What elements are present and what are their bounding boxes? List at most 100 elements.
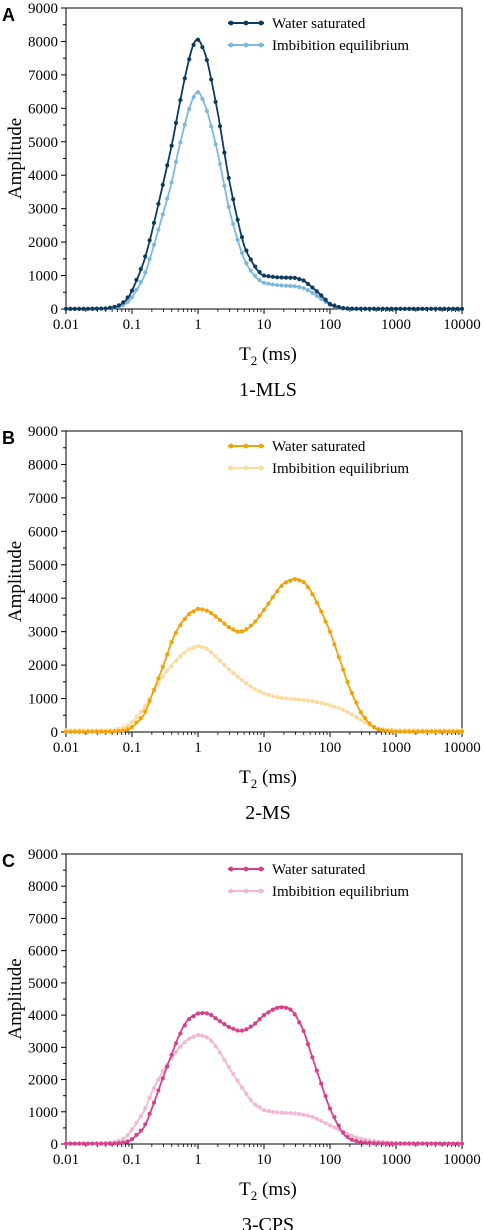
data-point: [345, 1134, 350, 1140]
data-point: [235, 1028, 240, 1033]
legend-item: Water saturated: [228, 16, 366, 32]
data-point: [411, 729, 416, 734]
data-point: [217, 1019, 223, 1024]
data-point: [305, 1042, 311, 1047]
data-point: [310, 1114, 315, 1120]
data-point: [178, 1031, 183, 1036]
data-point: [420, 1141, 425, 1146]
legend-swatch-marker: [258, 20, 264, 26]
data-point: [253, 619, 258, 624]
y-tick-label: 9000: [28, 847, 58, 863]
data-point: [178, 654, 183, 659]
data-point: [310, 592, 315, 597]
data-point: [327, 1106, 333, 1111]
data-point: [310, 1055, 315, 1060]
data-point: [275, 695, 280, 700]
data-point: [275, 589, 280, 594]
panel-caption: 2-MS: [245, 802, 291, 824]
legend-swatch-marker: [243, 42, 249, 48]
data-point: [279, 1110, 284, 1115]
x-axis-label-subscript: 2: [251, 1188, 258, 1203]
data-point: [248, 1024, 253, 1029]
data-point: [257, 689, 262, 694]
data-point: [332, 303, 337, 308]
data-point: [297, 1111, 302, 1117]
x-tick-label: 100: [319, 740, 342, 756]
data-point: [415, 729, 421, 734]
y-tick-label: 2000: [28, 1073, 58, 1089]
x-tick-label: 100: [319, 1152, 342, 1168]
data-point: [160, 182, 165, 187]
data-point: [433, 1141, 438, 1146]
data-point: [244, 1027, 249, 1032]
data-point: [244, 248, 249, 253]
data-point: [77, 306, 82, 311]
legend-swatch-marker: [228, 42, 234, 48]
data-point: [244, 261, 249, 266]
x-axis-label-unit: (ms): [257, 344, 297, 365]
data-point: [165, 668, 170, 674]
data-point: [195, 606, 201, 612]
y-tick-label: 7000: [28, 911, 58, 927]
data-point: [204, 57, 209, 63]
x-tick-label: 0.01: [53, 1152, 79, 1168]
data-point: [121, 725, 126, 730]
data-point: [125, 295, 130, 300]
data-point: [257, 278, 262, 283]
data-point: [191, 95, 196, 100]
data-point: [411, 306, 416, 311]
data-point: [253, 1021, 258, 1026]
data-point: [165, 163, 170, 168]
data-point: [363, 1140, 368, 1145]
data-point: [173, 630, 179, 635]
data-point: [288, 1007, 293, 1012]
data-point: [349, 1137, 355, 1142]
data-point: [257, 613, 262, 618]
legend-swatch-marker: [243, 20, 249, 26]
x-tick-label: 1000: [381, 317, 411, 333]
data-point: [292, 1111, 297, 1116]
data-point: [151, 1086, 157, 1091]
series-imbibition-equilibrium: [63, 1032, 465, 1146]
x-axis-label-main: T: [239, 344, 251, 365]
data-point: [231, 1071, 236, 1077]
legend-label: Imbibition equilibrium: [272, 38, 409, 54]
y-tick-label: 2000: [28, 658, 58, 674]
data-point: [81, 306, 86, 311]
y-tick-label: 1000: [28, 692, 58, 708]
data-point: [385, 306, 390, 311]
x-tick-label: 1000: [381, 740, 411, 756]
x-tick-label: 0.1: [123, 1152, 142, 1168]
data-point: [231, 627, 236, 632]
data-point: [156, 1088, 161, 1093]
data-point: [200, 1011, 205, 1016]
data-point: [63, 729, 69, 734]
data-point: [420, 306, 425, 311]
legend-item: Imbibition equilibrium: [228, 461, 409, 477]
data-point: [182, 616, 187, 622]
data-point: [305, 585, 311, 590]
data-point: [222, 150, 227, 155]
data-point: [143, 1122, 148, 1127]
data-point: [433, 306, 438, 311]
data-point: [178, 1044, 183, 1049]
x-axis-label-subscript: 2: [251, 776, 258, 791]
y-tick-label: 8000: [28, 457, 58, 473]
series-line: [65, 1034, 463, 1145]
data-point: [191, 42, 196, 47]
x-tick-label: 10000: [443, 317, 481, 333]
y-tick-label: 8000: [28, 879, 58, 895]
data-point: [385, 1141, 390, 1146]
data-point: [327, 301, 333, 307]
data-point: [173, 1049, 179, 1055]
data-point: [217, 124, 223, 129]
data-point: [371, 1141, 377, 1146]
data-point: [261, 273, 267, 278]
data-point: [398, 1141, 403, 1146]
data-point: [182, 76, 187, 81]
data-point: [429, 306, 434, 311]
y-axis-label: Amplitude: [5, 118, 26, 199]
legend-swatch-marker: [243, 866, 249, 872]
data-point: [253, 687, 258, 692]
data-point: [112, 729, 117, 734]
